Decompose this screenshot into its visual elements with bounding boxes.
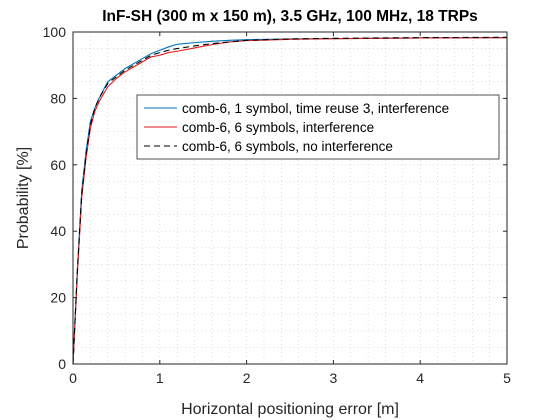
x-tick-label: 5 <box>503 370 511 386</box>
y-tick-label: 20 <box>50 290 66 306</box>
y-tick-label: 0 <box>58 356 66 372</box>
x-tick-label: 2 <box>243 370 251 386</box>
y-tick-label: 80 <box>50 90 66 106</box>
chart-title: InF-SH (300 m x 150 m), 3.5 GHz, 100 MHz… <box>102 8 478 25</box>
x-axis-label: Horizontal positioning error [m] <box>181 401 399 418</box>
legend: comb-6, 1 symbol, time reuse 3, interfer… <box>136 94 500 160</box>
x-tick-label: 3 <box>330 370 338 386</box>
legend-label: comb-6, 6 symbols, no interference <box>182 139 393 154</box>
series-layer <box>72 36 508 365</box>
y-tick-label: 60 <box>50 157 66 173</box>
y-tick-label: 100 <box>43 24 67 40</box>
legend-items: comb-6, 1 symbol, time reuse 3, interfer… <box>144 101 449 154</box>
x-tick-label: 1 <box>156 370 164 386</box>
plot-area: 0 1 2 3 4 5 0 20 40 60 80 100 <box>43 24 511 386</box>
ticks: 0 1 2 3 4 5 0 20 40 60 80 100 <box>43 24 511 386</box>
legend-label: comb-6, 1 symbol, time reuse 3, interfer… <box>182 101 449 116</box>
axes-box <box>72 31 508 365</box>
series-line-2 <box>72 37 508 365</box>
y-axis-label: Probability [%] <box>15 147 32 249</box>
x-tick-label: 0 <box>69 370 77 386</box>
legend-label: comb-6, 6 symbols, interference <box>182 120 374 135</box>
legend-box <box>136 94 500 160</box>
y-tick-label: 40 <box>50 223 66 239</box>
x-tick-label: 4 <box>416 370 424 386</box>
